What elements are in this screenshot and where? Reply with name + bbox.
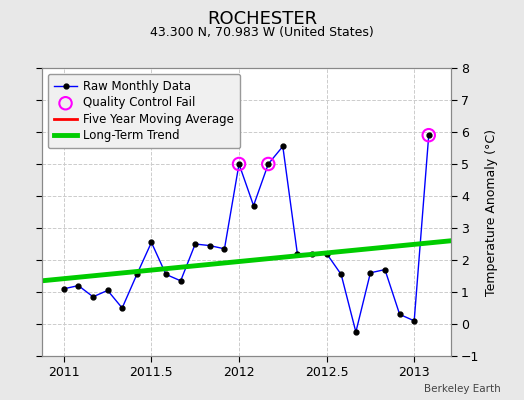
Y-axis label: Temperature Anomaly (°C): Temperature Anomaly (°C) xyxy=(485,128,498,296)
Raw Monthly Data xyxy=(353,330,359,334)
Raw Monthly Data xyxy=(425,133,432,138)
Raw Monthly Data xyxy=(411,318,417,323)
Raw Monthly Data xyxy=(90,294,96,299)
Quality Control Fail xyxy=(264,161,272,167)
Raw Monthly Data xyxy=(397,312,403,317)
Raw Monthly Data xyxy=(192,242,199,246)
Raw Monthly Data xyxy=(134,272,140,277)
Raw Monthly Data xyxy=(338,272,344,277)
Text: ROCHESTER: ROCHESTER xyxy=(207,10,317,28)
Text: Berkeley Earth: Berkeley Earth xyxy=(424,384,500,394)
Raw Monthly Data xyxy=(75,283,82,288)
Legend: Raw Monthly Data, Quality Control Fail, Five Year Moving Average, Long-Term Tren: Raw Monthly Data, Quality Control Fail, … xyxy=(48,74,240,148)
Raw Monthly Data xyxy=(309,251,315,256)
Raw Monthly Data xyxy=(221,246,227,251)
Raw Monthly Data xyxy=(148,240,155,245)
Raw Monthly Data xyxy=(163,272,169,277)
Quality Control Fail xyxy=(235,161,243,167)
Raw Monthly Data xyxy=(265,162,271,166)
Raw Monthly Data xyxy=(119,306,125,310)
Text: 43.300 N, 70.983 W (United States): 43.300 N, 70.983 W (United States) xyxy=(150,26,374,39)
Quality Control Fail xyxy=(424,132,433,138)
Raw Monthly Data xyxy=(367,270,374,275)
Raw Monthly Data xyxy=(178,278,184,283)
Raw Monthly Data xyxy=(104,288,111,293)
Raw Monthly Data xyxy=(382,267,388,272)
Line: Raw Monthly Data: Raw Monthly Data xyxy=(61,133,431,334)
Raw Monthly Data xyxy=(236,162,242,166)
Raw Monthly Data xyxy=(323,251,330,256)
Raw Monthly Data xyxy=(280,144,286,149)
Raw Monthly Data xyxy=(294,251,300,256)
Raw Monthly Data xyxy=(61,286,67,291)
Raw Monthly Data xyxy=(250,203,257,208)
Raw Monthly Data xyxy=(206,243,213,248)
